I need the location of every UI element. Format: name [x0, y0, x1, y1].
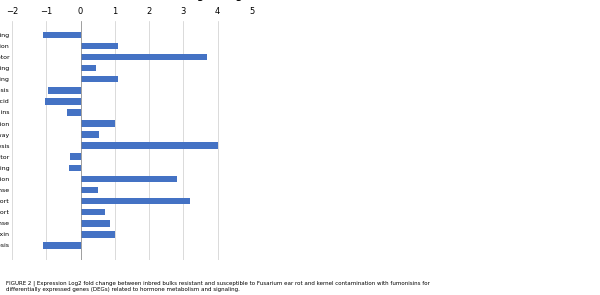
Bar [80, 120, 115, 127]
Bar [80, 54, 208, 60]
Bar [67, 109, 80, 116]
Bar [80, 76, 118, 83]
Bar [70, 153, 80, 160]
Bar [44, 98, 80, 105]
Bar [43, 242, 80, 249]
Bar [80, 131, 100, 138]
Bar [80, 176, 176, 182]
Text: FIGURE 2 | Expression Log2 fold change between inbred bulks resistant and suscep: FIGURE 2 | Expression Log2 fold change b… [6, 281, 430, 292]
Bar [80, 187, 98, 193]
Bar [80, 220, 110, 227]
Bar [80, 65, 96, 71]
Title: Hormone metabolism and signaling: Hormone metabolism and signaling [20, 0, 244, 1]
Bar [80, 42, 118, 49]
Bar [43, 32, 80, 38]
Bar [80, 142, 218, 149]
Bar [68, 165, 80, 171]
Bar [80, 209, 104, 215]
Bar [48, 87, 80, 94]
Bar [80, 198, 190, 204]
Bar [80, 231, 115, 238]
